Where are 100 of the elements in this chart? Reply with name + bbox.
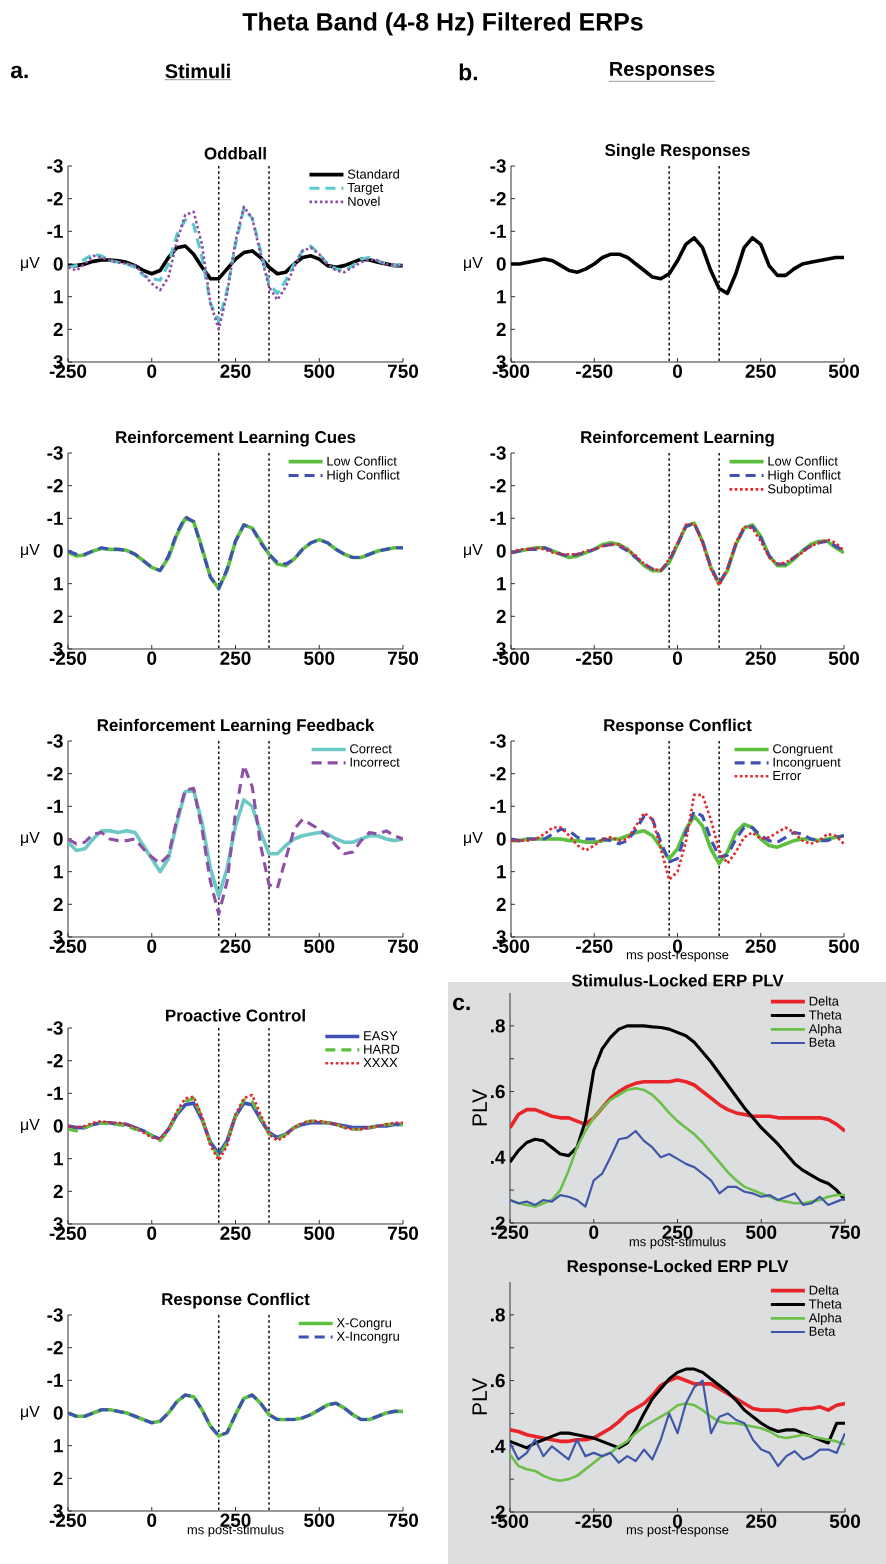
x-tick-label: 0 <box>147 651 157 665</box>
y-tick-label: 2 <box>53 322 63 336</box>
x-tick-label: -250 <box>576 939 613 953</box>
y-tick-label: 1 <box>497 290 506 304</box>
y-axis-title: μV <box>21 1405 40 1421</box>
y-tick-label: 1 <box>497 865 506 879</box>
y-tick-label: -3 <box>490 446 506 460</box>
y-tick-label: .6 <box>490 1373 505 1388</box>
y-axis-title: μV <box>21 831 40 847</box>
y-tick-label: .6 <box>490 1084 505 1099</box>
x-tick-label: -250 <box>576 364 613 378</box>
chart-title: Reinforcement Learning <box>581 430 774 447</box>
y-tick-label: -1 <box>490 511 506 525</box>
legend-label: EASY <box>364 1031 398 1041</box>
x-tick-label: 500 <box>746 1225 777 1239</box>
legend-label: Low Conflict <box>768 456 838 466</box>
text: c. <box>453 997 470 1011</box>
x-tick-label: 250 <box>745 364 776 378</box>
y-tick-label: 2 <box>53 1471 63 1485</box>
y-axis-title: PLV <box>472 1378 487 1415</box>
y-tick-label: .4 <box>490 1150 506 1164</box>
chart-title: Proactive Control <box>166 1009 305 1022</box>
legend-label: High Conflict <box>327 470 400 483</box>
y-axis-title: μV <box>464 256 483 272</box>
y-tick-label: 0 <box>53 257 63 271</box>
x-axis-title: ms post-stimulus <box>187 1524 284 1537</box>
y-tick-label: -3 <box>47 159 63 173</box>
chart-title: Response-Locked ERP PLV <box>567 1259 789 1276</box>
legend-label: Correct <box>350 744 392 754</box>
y-tick-label: 2 <box>53 609 63 623</box>
y-tick-label: 2 <box>496 609 506 623</box>
y-axis-title: μV <box>464 831 483 847</box>
text: Responses <box>610 62 715 80</box>
y-tick-label: -2 <box>47 479 63 493</box>
x-tick-label: 500 <box>829 1514 861 1528</box>
y-tick-label: 1 <box>497 577 506 591</box>
x-axis-title: ms post-stimulus <box>629 1236 726 1249</box>
legend-label: Suboptimal <box>767 483 832 496</box>
text: Theta Band (4-8 Hz) Filtered ERPs <box>242 12 643 36</box>
x-tick-label: 0 <box>672 651 682 665</box>
y-tick-label: 1 <box>54 865 63 879</box>
legend-label: Error <box>773 771 801 781</box>
y-tick-label: -1 <box>47 511 63 525</box>
x-tick-label: 500 <box>828 939 860 953</box>
x-tick-label: 500 <box>304 651 335 665</box>
y-tick-label: -3 <box>47 446 63 460</box>
legend-label: HARD <box>364 1044 400 1054</box>
y-tick-label: 0 <box>53 1119 63 1133</box>
legend-label: XXXX <box>363 1058 398 1068</box>
y-tick-label: 0 <box>53 832 63 846</box>
legend-label: Theta <box>808 1299 842 1309</box>
y-tick-label: -3 <box>47 734 63 748</box>
y-tick-label: -3 <box>490 159 506 173</box>
x-tick-label: 500 <box>304 1513 335 1527</box>
x-tick-label: 750 <box>830 1225 861 1239</box>
y-tick-label: -2 <box>490 479 506 493</box>
x-tick-label: 250 <box>220 1513 251 1527</box>
x-tick-label: 250 <box>220 364 251 378</box>
y-tick-label: 2 <box>53 1184 63 1198</box>
x-tick-label: 750 <box>388 1226 419 1240</box>
y-tick-label: 0 <box>53 1406 63 1420</box>
y-tick-label: -1 <box>490 799 506 813</box>
legend-label: Alpha <box>808 1023 842 1036</box>
y-tick-label: -1 <box>47 1373 63 1387</box>
x-tick-label: 500 <box>304 1226 335 1240</box>
y-axis-title: μV <box>21 256 40 272</box>
chart-title: Single Responses <box>605 143 750 160</box>
y-tick-label: 0 <box>496 544 506 558</box>
y-tick-label: -2 <box>490 767 506 781</box>
x-tick-label: 500 <box>828 364 860 378</box>
legend-label: High Conflict <box>768 470 841 483</box>
y-tick-label: .8 <box>490 1019 505 1033</box>
legend-label: Delta <box>809 996 839 1006</box>
x-tick-label: 500 <box>828 651 860 665</box>
y-tick-label: -1 <box>47 1086 63 1100</box>
y-tick-label: 0 <box>496 832 506 846</box>
chart-title: Reinforcement Learning Feedback <box>97 718 375 735</box>
y-tick-label: -2 <box>47 192 63 206</box>
x-tick-label: 0 <box>147 364 157 378</box>
x-tick-label: 750 <box>388 1513 419 1527</box>
y-tick-label: 0 <box>496 257 506 271</box>
y-tick-label: 2 <box>496 897 506 911</box>
legend-label: X-Incongru <box>336 1331 399 1344</box>
legend-label: Incorrect <box>350 757 400 767</box>
x-tick-label: 250 <box>746 1514 777 1528</box>
x-tick-label: 250 <box>220 939 251 953</box>
y-tick-label: 1 <box>54 1439 63 1453</box>
legend-label: X-Congru <box>336 1318 392 1330</box>
y-tick-label: -2 <box>47 1341 63 1355</box>
legend-label: Beta <box>809 1037 836 1047</box>
legend-label: Low Conflict <box>327 456 397 466</box>
text: b. <box>459 63 477 81</box>
legend-label: Standard <box>347 169 399 179</box>
x-tick-label: -250 <box>575 1514 612 1528</box>
x-tick-label: 0 <box>147 1226 157 1240</box>
text: a. <box>10 65 28 79</box>
x-tick-label: 750 <box>388 939 419 953</box>
x-tick-label: 250 <box>220 651 251 665</box>
y-tick-label: -1 <box>490 224 506 238</box>
y-axis-title: μV <box>21 1118 40 1134</box>
